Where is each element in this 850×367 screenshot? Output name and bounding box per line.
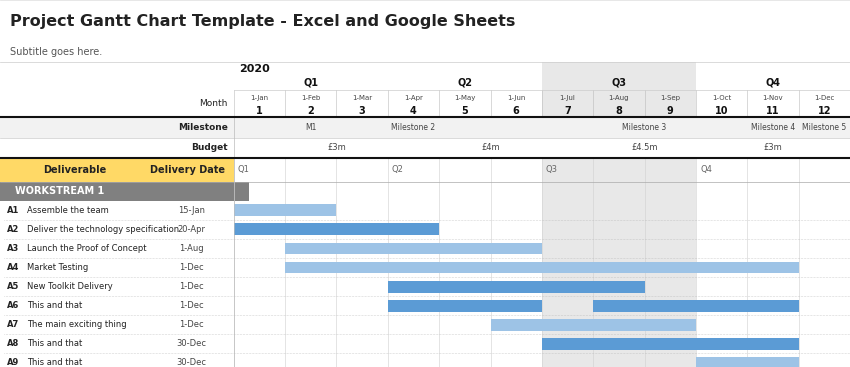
Text: 1-Dec: 1-Dec <box>179 263 204 272</box>
Text: 1-Aug: 1-Aug <box>179 244 204 253</box>
Text: New Toolkit Delivery: New Toolkit Delivery <box>27 282 113 291</box>
Bar <box>542 62 593 367</box>
Text: 4: 4 <box>410 106 416 116</box>
Bar <box>593 300 799 312</box>
Text: Q2: Q2 <box>392 165 404 174</box>
Text: £3m: £3m <box>327 143 346 152</box>
Text: 7: 7 <box>564 106 571 116</box>
Text: Q2: Q2 <box>457 77 473 87</box>
Text: 1-Jul: 1-Jul <box>559 95 575 101</box>
Text: A5: A5 <box>7 282 20 291</box>
Text: A9: A9 <box>7 359 19 367</box>
Text: Deliverable: Deliverable <box>43 165 106 175</box>
Text: Month: Month <box>200 99 228 108</box>
Text: 1: 1 <box>256 106 263 116</box>
Bar <box>490 319 696 331</box>
Text: 1-Mar: 1-Mar <box>352 95 372 101</box>
Text: 1-Aug: 1-Aug <box>609 95 629 101</box>
Bar <box>0 138 850 158</box>
Text: 1-Dec: 1-Dec <box>179 301 204 310</box>
Text: Q3: Q3 <box>611 77 626 87</box>
Bar <box>644 62 696 367</box>
Text: £3m: £3m <box>763 143 782 152</box>
Text: A3: A3 <box>7 244 19 253</box>
Text: Q3: Q3 <box>546 165 558 174</box>
Text: Launch the Proof of Concept: Launch the Proof of Concept <box>27 244 147 253</box>
Text: Assemble the team: Assemble the team <box>27 206 109 215</box>
Bar <box>234 224 439 235</box>
Text: Project Gantt Chart Template - Excel and Google Sheets: Project Gantt Chart Template - Excel and… <box>10 14 516 29</box>
Text: 1-Feb: 1-Feb <box>301 95 320 101</box>
Text: The main exciting thing: The main exciting thing <box>27 320 127 329</box>
Text: This and that: This and that <box>27 359 82 367</box>
Text: A7: A7 <box>7 320 19 329</box>
Text: A2: A2 <box>7 225 20 234</box>
Text: Milestone 4: Milestone 4 <box>751 123 795 132</box>
Text: 1-Sep: 1-Sep <box>660 95 680 101</box>
Text: 2020: 2020 <box>239 64 269 74</box>
Text: WORKSTREAM 1: WORKSTREAM 1 <box>15 186 105 196</box>
Text: Milestone: Milestone <box>178 123 228 132</box>
Text: Milestone 3: Milestone 3 <box>622 123 666 132</box>
Text: 1-Apr: 1-Apr <box>404 95 423 101</box>
Text: M1: M1 <box>305 123 316 132</box>
Text: Market Testing: Market Testing <box>27 263 88 272</box>
Bar <box>696 338 799 350</box>
Text: A8: A8 <box>7 339 19 348</box>
Text: Q1: Q1 <box>303 77 318 87</box>
Text: 1-Jan: 1-Jan <box>251 95 269 101</box>
Text: A4: A4 <box>7 263 20 272</box>
Bar <box>0 182 249 201</box>
Text: A6: A6 <box>7 301 20 310</box>
Text: Q4: Q4 <box>700 165 712 174</box>
Text: 30-Dec: 30-Dec <box>177 339 207 348</box>
Bar <box>0 158 234 182</box>
Text: Q1: Q1 <box>238 165 250 174</box>
Text: 2: 2 <box>308 106 314 116</box>
Bar <box>234 204 337 216</box>
Text: 1-Dec: 1-Dec <box>179 282 204 291</box>
Text: Q4: Q4 <box>766 77 780 87</box>
Text: This and that: This and that <box>27 339 82 348</box>
Text: 30-Dec: 30-Dec <box>177 359 207 367</box>
Bar <box>542 338 696 350</box>
Text: 1-Jun: 1-Jun <box>507 95 525 101</box>
Bar <box>696 357 799 367</box>
Text: 5: 5 <box>462 106 468 116</box>
Text: 1-Dec: 1-Dec <box>814 95 835 101</box>
Text: 10: 10 <box>715 106 728 116</box>
Bar <box>285 262 799 273</box>
Text: Budget: Budget <box>191 143 228 152</box>
Text: Deliver the technology specification: Deliver the technology specification <box>27 225 179 234</box>
Text: A1: A1 <box>7 206 20 215</box>
Bar <box>285 243 542 254</box>
Text: £4m: £4m <box>481 143 500 152</box>
Text: Subtitle goes here.: Subtitle goes here. <box>10 47 103 57</box>
Bar <box>0 117 850 138</box>
Text: Delivery Date: Delivery Date <box>150 165 224 175</box>
Text: 15-Jan: 15-Jan <box>178 206 205 215</box>
Text: 12: 12 <box>818 106 831 116</box>
Text: 11: 11 <box>766 106 779 116</box>
Text: 20-Apr: 20-Apr <box>178 225 206 234</box>
Bar <box>388 281 644 292</box>
Text: 9: 9 <box>667 106 674 116</box>
Text: 3: 3 <box>359 106 366 116</box>
Text: Milestone 5: Milestone 5 <box>802 123 847 132</box>
Text: 8: 8 <box>615 106 622 116</box>
Bar <box>388 300 542 312</box>
Text: Milestone 2: Milestone 2 <box>392 123 435 132</box>
Text: 1-May: 1-May <box>454 95 475 101</box>
Text: 1-Dec: 1-Dec <box>179 320 204 329</box>
Bar <box>593 62 644 367</box>
Text: This and that: This and that <box>27 301 82 310</box>
Text: 1-Nov: 1-Nov <box>762 95 784 101</box>
Text: £4.5m: £4.5m <box>632 143 658 152</box>
Text: 1-Oct: 1-Oct <box>712 95 731 101</box>
Text: 6: 6 <box>513 106 519 116</box>
